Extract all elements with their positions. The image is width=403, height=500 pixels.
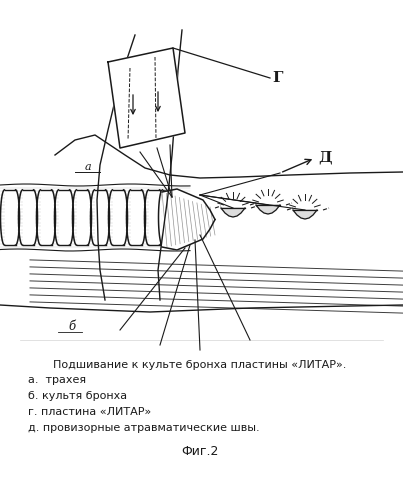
Polygon shape <box>162 189 215 250</box>
Polygon shape <box>58 190 69 245</box>
Polygon shape <box>77 190 87 245</box>
Text: Г: Г <box>272 71 283 85</box>
Text: Фиг.2: Фиг.2 <box>181 445 219 458</box>
Text: г. пластина «ЛИТАР»: г. пластина «ЛИТАР» <box>28 407 151 417</box>
Polygon shape <box>94 190 106 245</box>
Text: Д: Д <box>318 151 332 165</box>
Polygon shape <box>108 48 185 148</box>
Polygon shape <box>148 190 160 245</box>
Polygon shape <box>4 190 15 245</box>
Polygon shape <box>162 190 174 245</box>
Text: Подшивание к культе бронха пластины «ЛИТАР».: Подшивание к культе бронха пластины «ЛИТ… <box>53 360 347 370</box>
Polygon shape <box>256 205 280 209</box>
Polygon shape <box>131 190 141 245</box>
Text: б: б <box>69 320 76 333</box>
Polygon shape <box>112 190 123 245</box>
Text: а.  трахея: а. трахея <box>28 375 86 385</box>
Text: д. провизорные атравматические швы.: д. провизорные атравматические швы. <box>28 423 260 433</box>
Text: а: а <box>85 162 91 172</box>
Polygon shape <box>293 210 317 214</box>
Text: б. культя бронха: б. культя бронха <box>28 391 127 401</box>
Polygon shape <box>221 208 245 217</box>
Polygon shape <box>221 208 245 212</box>
Polygon shape <box>256 205 280 214</box>
Polygon shape <box>23 190 33 245</box>
Polygon shape <box>40 190 52 245</box>
Polygon shape <box>293 210 317 219</box>
